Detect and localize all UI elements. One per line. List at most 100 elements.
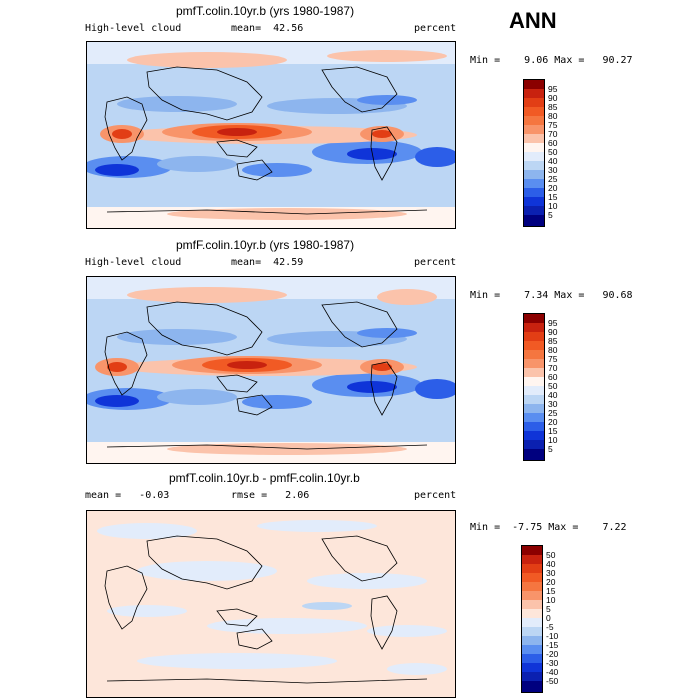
colorbar-label: 20: [548, 183, 558, 193]
colorbar-box: [524, 98, 544, 108]
colorbar-label: 85: [548, 336, 558, 346]
colorbar-box: [524, 197, 544, 207]
colorbar-label: 40: [548, 390, 558, 400]
colorbar-box: [522, 546, 542, 556]
colorbar-label: 50: [548, 147, 558, 157]
colorbar-label: 25: [548, 174, 558, 184]
colorbar-label: -15: [546, 640, 559, 650]
colorbar-box: [522, 591, 542, 601]
colorbar-label: 50: [548, 381, 558, 391]
colorbar-label: 50: [546, 550, 556, 560]
colorbar-label: -40: [546, 667, 559, 677]
colorbar-box: [522, 636, 542, 646]
colorbar-label: -20: [546, 649, 559, 659]
colorbar-label: 10: [548, 435, 558, 445]
contour-map: [87, 277, 455, 463]
colorbar-box: [524, 188, 544, 198]
colorbar-box: [522, 627, 542, 637]
colorbar-label: 20: [546, 577, 556, 587]
colorbar-label: 10: [548, 201, 558, 211]
units-label: percent: [414, 257, 457, 268]
colorbar-label: 60: [548, 372, 558, 382]
colorbar-3: 50 40 30 20 15 10 5 0 -5 -10 -15 -20 -30…: [521, 545, 558, 693]
colorbar-label: 70: [548, 363, 558, 373]
colorbar-box: [522, 618, 542, 628]
colorbar-box: [522, 654, 542, 664]
colorbar-label: 80: [548, 111, 558, 121]
colorbar-label: -10: [546, 631, 559, 641]
colorbar-label: 90: [548, 93, 558, 103]
colorbar-box: [522, 663, 542, 673]
panel-title: pmfT.colin.10yr.b (yrs 1980-1987): [176, 4, 355, 18]
colorbar-label: 75: [548, 354, 558, 364]
colorbar-box: [524, 143, 544, 153]
colorbar-box: [524, 161, 544, 171]
colorbar-label: 90: [548, 327, 558, 337]
mean-value: mean= 42.59: [231, 257, 304, 268]
colorbar-box: [524, 404, 544, 414]
colorbar-box: [524, 377, 544, 387]
colorbar-label: -5: [546, 622, 554, 632]
colorbar-box: [522, 645, 542, 655]
map-panel-1: [86, 41, 456, 229]
map-panel-2: [86, 276, 456, 464]
colorbar-label: 5: [548, 210, 553, 220]
colorbar-label: 75: [548, 120, 558, 130]
colorbar-2: 95 90 85 80 75 70 60 50 40 30 25 20 15 1…: [523, 313, 557, 461]
units-label: percent: [414, 490, 457, 501]
map-panel-3: [86, 510, 456, 698]
colorbar-label: 30: [548, 399, 558, 409]
colorbar-box: [524, 422, 544, 432]
colorbar-label: 5: [548, 444, 553, 454]
colorbar-box: [524, 206, 544, 216]
contour-map: [87, 511, 455, 697]
colorbar-label: 15: [548, 426, 558, 436]
colorbar-box: [524, 152, 544, 162]
colorbar-box: [524, 359, 544, 369]
colorbar-label: 10: [546, 595, 556, 605]
colorbar-label: 40: [548, 156, 558, 166]
contour-map: [87, 42, 455, 228]
colorbar-box: [524, 431, 544, 441]
colorbar-box: [524, 125, 544, 135]
colorbar-label: 0: [546, 613, 551, 623]
colorbar-box: [524, 170, 544, 180]
colorbar-box: [524, 350, 544, 360]
colorbar-box: [524, 323, 544, 333]
colorbar-box: [524, 341, 544, 351]
colorbar-label: 5: [546, 604, 551, 614]
colorbar-label: 20: [548, 417, 558, 427]
colorbar-label: 30: [548, 165, 558, 175]
colorbar-label: -30: [546, 658, 559, 668]
rmse-value: rmse = 2.06: [231, 490, 310, 501]
colorbar-label: 40: [546, 559, 556, 569]
colorbar-label: 95: [548, 318, 558, 328]
colorbar-box: [524, 314, 544, 324]
colorbar-box: [522, 672, 542, 682]
colorbar-label: 95: [548, 84, 558, 94]
colorbar-1: 95 90 85 80 75 70 60 50 40 30 25 20 15 1…: [523, 79, 557, 227]
colorbar-box: [524, 134, 544, 144]
colorbar-label: 60: [548, 138, 558, 148]
mean-value: mean= 42.56: [231, 23, 304, 34]
colorbar-box: [524, 332, 544, 342]
colorbar-box: [524, 413, 544, 423]
colorbar-box: [522, 582, 542, 592]
colorbar-box: [524, 89, 544, 99]
colorbar-box: [522, 681, 542, 692]
colorbar-box: [524, 440, 544, 450]
field-label: High-level cloud: [85, 257, 182, 268]
colorbar-box: [522, 564, 542, 574]
min-max-value: Min = 9.06 Max = 90.27: [470, 55, 633, 66]
colorbar-box: [524, 449, 544, 460]
units-label: percent: [414, 23, 457, 34]
colorbar-box: [524, 179, 544, 189]
colorbar-label: 70: [548, 129, 558, 139]
min-max-value: Min = 7.34 Max = 90.68: [470, 290, 633, 301]
colorbar-box: [524, 386, 544, 396]
colorbar-label: 15: [546, 586, 556, 596]
colorbar-box: [524, 107, 544, 117]
colorbar-box: [524, 368, 544, 378]
colorbar-box: [524, 215, 544, 226]
colorbar-label: 80: [548, 345, 558, 355]
